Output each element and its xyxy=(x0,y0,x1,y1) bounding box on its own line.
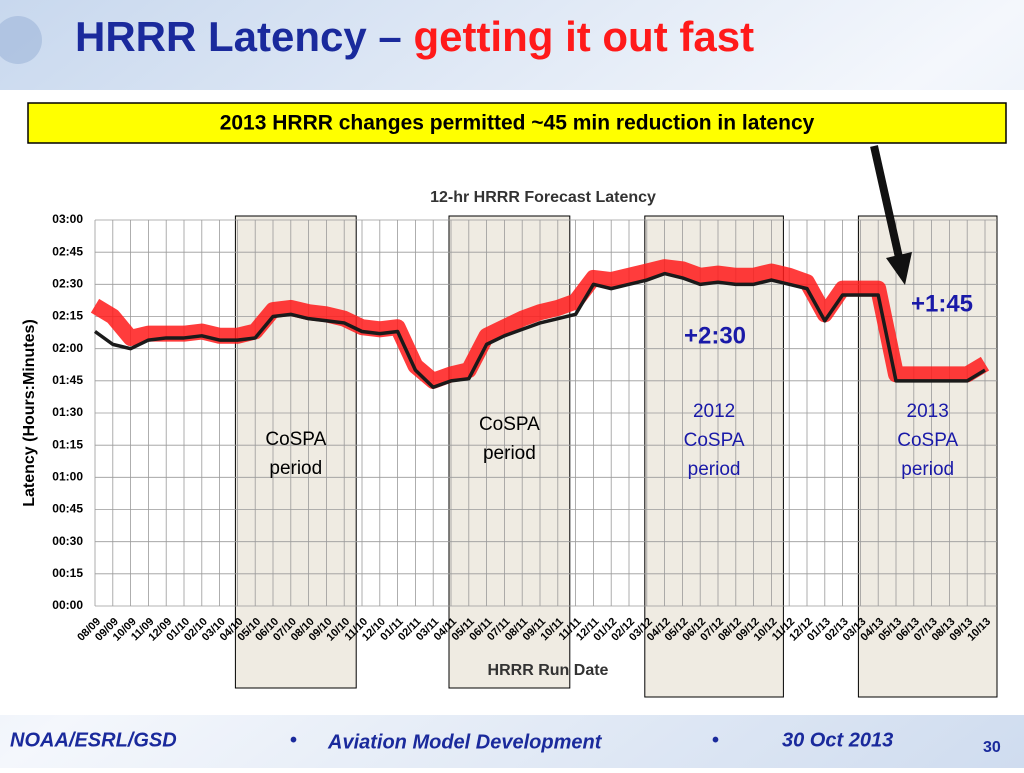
x-axis-label: HRRR Run Date xyxy=(488,662,609,679)
y-tick-label: 02:15 xyxy=(52,309,83,323)
banner-text: 2013 HRRR changes permitted ~45 min redu… xyxy=(220,112,815,135)
logo-globe xyxy=(0,16,42,64)
period-label: CoSPA xyxy=(265,429,326,450)
annotation: +1:45 xyxy=(911,290,973,317)
title: HRRR Latency – getting it out fast xyxy=(75,13,754,60)
y-tick-label: 01:00 xyxy=(52,470,83,484)
y-tick-label: 00:45 xyxy=(52,502,83,516)
title-red: getting it out fast xyxy=(413,13,754,60)
period-label: period xyxy=(688,459,741,480)
raw-latency xyxy=(90,259,990,389)
period-label: period xyxy=(901,459,954,480)
period-label: period xyxy=(483,443,536,464)
footer-bullet: • xyxy=(712,729,719,751)
period-label: 2013 xyxy=(907,401,949,422)
chart-title: 12-hr HRRR Forecast Latency xyxy=(430,189,656,206)
arrow-head xyxy=(886,252,912,285)
y-tick-label: 00:00 xyxy=(52,598,83,612)
annotation: +2:30 xyxy=(684,322,746,349)
footer-bullet: • xyxy=(290,729,297,751)
y-tick-label: 02:45 xyxy=(52,244,83,258)
y-tick-label: 01:45 xyxy=(52,373,83,387)
y-tick-label: 01:30 xyxy=(52,405,83,419)
smoothed-latency xyxy=(93,271,986,390)
y-tick-label: 03:00 xyxy=(52,212,83,226)
title-blue: HRRR Latency – xyxy=(75,13,402,60)
period-label: CoSPA xyxy=(897,430,958,451)
y-tick-label: 01:15 xyxy=(52,437,83,451)
y-tick-label: 00:15 xyxy=(52,566,83,580)
period-label: CoSPA xyxy=(684,430,745,451)
period-label: CoSPA xyxy=(479,414,540,435)
footer-title: Aviation Model Development xyxy=(327,731,603,753)
y-tick-label: 02:00 xyxy=(52,341,83,355)
period-box xyxy=(644,215,784,698)
footer-date: 30 Oct 2013 xyxy=(782,729,893,751)
y-tick-label: 02:30 xyxy=(52,277,83,291)
arrow-shaft xyxy=(870,145,904,263)
y-tick-label: 00:30 xyxy=(52,534,83,548)
period-label: period xyxy=(269,458,322,479)
footer-org: NOAA/ESRL/GSD xyxy=(10,729,177,751)
y-axis-label: Latency (Hours:Minutes) xyxy=(21,319,38,507)
period-label: 2012 xyxy=(693,401,735,422)
page-number: 30 xyxy=(983,739,1001,756)
banner-box xyxy=(27,102,1007,144)
